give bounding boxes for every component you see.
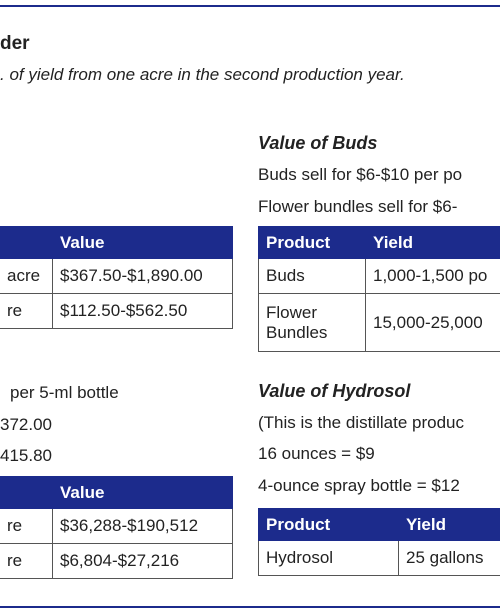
bottom-rule: [0, 606, 500, 608]
hydrosol-table: Product Yield Hydrosol 25 gallons: [258, 508, 500, 576]
section-title: Value of Hydrosol: [258, 381, 411, 401]
text-line: (This is the distillate produc: [258, 413, 464, 432]
cell: 1,000-1,500 po: [365, 258, 500, 294]
text-line: 4-ounce spray bottle = $12: [258, 476, 460, 495]
text-line: per 5-ml bottle: [10, 383, 119, 402]
cell: $367.50-$1,890.00: [52, 258, 233, 294]
header-cell: [0, 476, 53, 509]
left-table-1: Value acre $367.50-$1,890.00 re $112.50-$5…: [0, 226, 233, 329]
cell: re: [0, 543, 53, 579]
header-cell: [0, 226, 53, 259]
header-cell: Value: [52, 476, 233, 509]
header-cell: Value: [52, 226, 233, 259]
cell: 15,000-25,000: [365, 293, 500, 352]
subtitle: . of yield from one acre in the second p…: [0, 65, 405, 84]
cell: $6,804-$27,216: [52, 543, 233, 579]
buds-table: Product Yield Buds 1,000-1,500 po Flower B…: [258, 226, 500, 352]
cell: $36,288-$190,512: [52, 508, 233, 544]
text-line: 415.80: [0, 446, 52, 465]
cell: acre: [0, 258, 53, 294]
cell: Flower Bundles: [258, 293, 366, 352]
title: der: [0, 33, 30, 54]
cell: re: [0, 293, 53, 329]
header-cell: Product: [258, 226, 366, 259]
left-table-2: Value re $36,288-$190,512 re $6,804-$27,21…: [0, 476, 233, 579]
text-line: 16 ounces = $9: [258, 444, 375, 463]
cell: $112.50-$562.50: [52, 293, 233, 329]
text-line: Buds sell for $6-$10 per po: [258, 165, 463, 184]
header-cell: Yield: [365, 226, 500, 259]
cell: Buds: [258, 258, 366, 294]
header-cell: Yield: [398, 508, 500, 541]
text-line: 372.00: [0, 415, 52, 434]
header-cell: Product: [258, 508, 399, 541]
top-rule: [0, 5, 500, 7]
text-line: Flower bundles sell for $6-: [258, 197, 458, 216]
cell: 25 gallons: [398, 540, 500, 576]
cell: Hydrosol: [258, 540, 399, 576]
section-title: Value of Buds: [258, 133, 378, 153]
cell: re: [0, 508, 53, 544]
